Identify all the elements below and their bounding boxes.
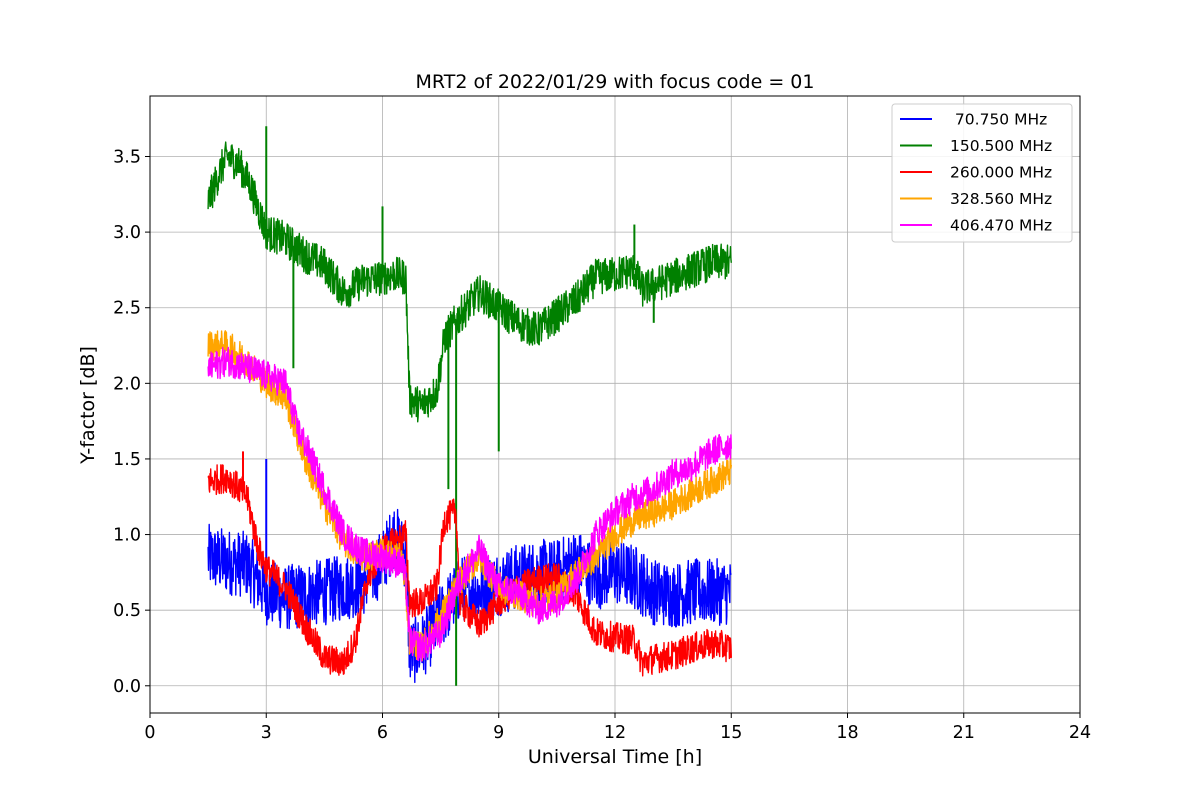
chart-title: MRT2 of 2022/01/29 with focus code = 01 — [416, 71, 815, 93]
series-line — [207, 141, 732, 423]
y-axis-title: Y-factor [dB] — [77, 346, 99, 465]
legend-label: 406.470 MHz — [950, 217, 1052, 235]
y-tick-label: 0.5 — [113, 601, 141, 621]
x-tick-label: 12 — [604, 723, 626, 743]
y-tick-label: 1.0 — [113, 526, 141, 546]
x-tick-label: 9 — [493, 723, 504, 743]
y-tick-label: 3.0 — [113, 223, 141, 243]
legend-label: 150.500 MHz — [950, 137, 1052, 155]
y-tick-label: 2.0 — [113, 374, 141, 394]
y-tick-label: 2.5 — [113, 299, 141, 319]
x-tick-label: 21 — [953, 723, 975, 743]
y-tick-label: 1.5 — [113, 450, 141, 470]
legend-box — [891, 103, 1073, 243]
y-tick-label: 3.5 — [113, 147, 141, 167]
legend-label: 328.560 MHz — [950, 190, 1052, 208]
legend-label: 260.000 MHz — [950, 164, 1052, 182]
series-line — [207, 464, 732, 677]
legend: 70.750 MHz 150.500 MHz 260.000 MHz 328.560 … — [891, 103, 1073, 243]
x-axis-title: Universal Time [h] — [528, 746, 702, 768]
x-tick-label: 18 — [836, 723, 858, 743]
x-tick-label: 15 — [720, 723, 742, 743]
series-line — [207, 346, 732, 662]
legend-label: 70.750 MHz — [950, 111, 1047, 129]
x-tick-label: 3 — [261, 723, 272, 743]
series-group — [207, 126, 732, 686]
x-tick-label: 24 — [1069, 723, 1091, 743]
plot-area: 0 3 6 9 12 15 18 21 24 0.0 0.5 1.0 1.5 2.0 2.5 3.0 3.5 7… — [113, 95, 1091, 743]
x-tick-label: 6 — [377, 723, 388, 743]
y-tick-label: 0.0 — [113, 677, 141, 697]
x-tick-label: 0 — [144, 723, 155, 743]
